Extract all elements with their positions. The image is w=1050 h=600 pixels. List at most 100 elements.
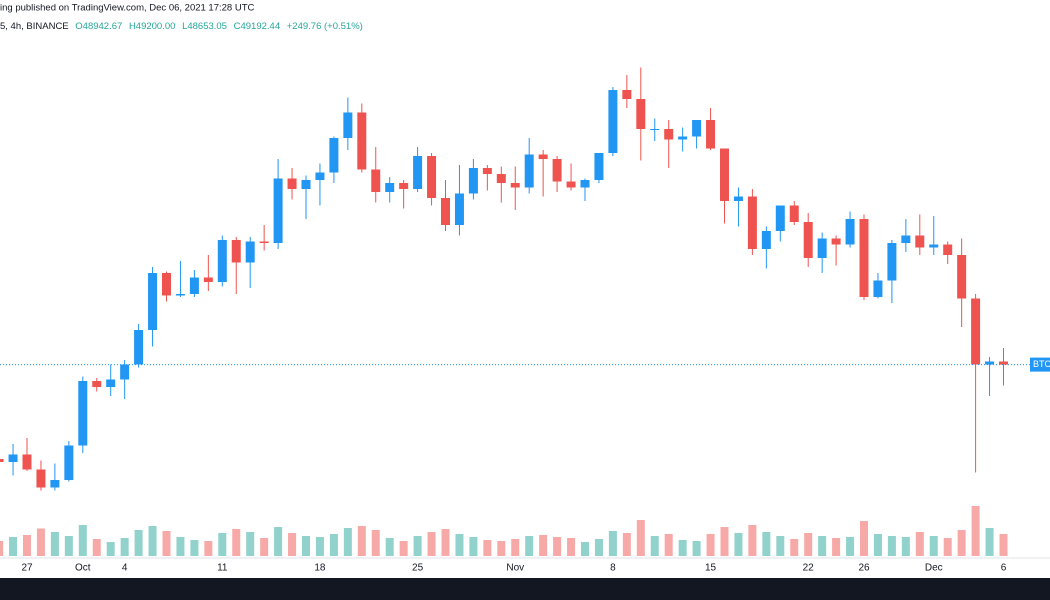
- x-tick-label: 25: [412, 563, 424, 574]
- x-tick-label: 27: [21, 563, 33, 574]
- volume-bar: [650, 536, 659, 556]
- volume-bar: [608, 531, 617, 556]
- volume-bar: [176, 537, 185, 556]
- volume-bar: [385, 538, 394, 556]
- candle-body: [78, 381, 88, 446]
- volume-bar: [957, 530, 966, 556]
- candle-body: [859, 219, 869, 297]
- volume-bar: [92, 539, 101, 556]
- volume-bar: [804, 533, 813, 556]
- x-tick-label: Dec: [925, 563, 943, 574]
- volume-bar: [887, 536, 896, 556]
- x-tick-label: 8: [610, 563, 616, 574]
- ohlc-high: H49200.00: [129, 21, 175, 32]
- volume-bar: [776, 536, 785, 556]
- candle-body: [482, 168, 492, 174]
- candle-body: [315, 172, 325, 180]
- volume-bar: [999, 534, 1008, 556]
- candle-body: [385, 183, 395, 192]
- candle-body: [287, 178, 297, 189]
- volume-bar: [873, 534, 882, 556]
- x-tick-label: 6: [1001, 563, 1007, 574]
- candle-body: [706, 120, 716, 149]
- candle-body: [873, 280, 883, 297]
- x-tick-label: 15: [705, 563, 717, 574]
- candle-body: [273, 178, 283, 243]
- volume-bar: [218, 533, 227, 556]
- candle-body: [427, 156, 437, 198]
- volume-bar: [483, 540, 492, 556]
- candle-body: [259, 241, 269, 243]
- candle-body: [0, 459, 4, 462]
- volume-bar: [929, 536, 938, 556]
- candle-body: [831, 238, 841, 245]
- volume-bar: [748, 525, 757, 556]
- volume-bar: [260, 538, 269, 556]
- candle-body: [231, 240, 241, 263]
- volume-bar: [357, 526, 366, 556]
- volume-bar: [818, 536, 827, 556]
- candle-body: [357, 112, 367, 170]
- candle-body: [399, 183, 409, 189]
- footer-bar: [0, 578, 1050, 600]
- candle-body: [580, 180, 590, 188]
- volume-bar: [525, 536, 534, 556]
- candle-body: [441, 198, 450, 225]
- volume-bar: [720, 527, 729, 556]
- volume-bar: [553, 537, 562, 556]
- volume-bar: [622, 533, 631, 556]
- volume-bar: [371, 530, 380, 556]
- volume-bar: [860, 521, 868, 556]
- candle-body: [8, 454, 18, 462]
- volume-bar: [315, 537, 324, 556]
- volume-bar: [469, 537, 478, 556]
- candle-body: [901, 235, 911, 243]
- volume-bar: [594, 539, 603, 556]
- candle-body: [552, 159, 562, 182]
- legend-line: 5, 4h, BINANCE O48942.67 H49200.00 L4865…: [0, 21, 363, 32]
- candle-body: [371, 169, 381, 192]
- candle-body: [747, 196, 757, 249]
- candle-body: [943, 244, 953, 255]
- volume-bar: [288, 533, 297, 556]
- x-tick-label: Nov: [506, 563, 524, 574]
- x-tick-label: Oct: [75, 563, 91, 574]
- volume-bar: [329, 534, 338, 556]
- volume-bar: [790, 539, 799, 556]
- volume-bar: [78, 525, 87, 556]
- x-tick-label: 11: [217, 563, 228, 574]
- x-tick-label: 18: [314, 563, 326, 574]
- volume-bar: [204, 541, 213, 556]
- candle-body: [510, 183, 520, 188]
- candle-body: [650, 129, 660, 130]
- volume-bar: [692, 541, 701, 556]
- volume-bar: [343, 528, 352, 556]
- volume-bar: [636, 520, 645, 556]
- published-note: ing published on TradingView.com, Dec 06…: [0, 3, 255, 14]
- x-tick-label: 4: [122, 563, 128, 574]
- volume-bar: [162, 531, 171, 556]
- volume-bar: [302, 536, 310, 556]
- candle-body: [106, 379, 116, 387]
- candle-body: [175, 294, 185, 296]
- ohlc-low: L48653.05: [182, 21, 227, 32]
- candle-body: [468, 168, 478, 194]
- symbol: 5, 4h, BINANCE: [0, 21, 69, 32]
- volume-bar: [539, 535, 548, 556]
- candle-body: [929, 244, 939, 248]
- candle-body: [720, 148, 729, 201]
- x-tick-label: 26: [858, 563, 870, 574]
- volume-bar: [846, 537, 855, 556]
- volume-bar: [971, 506, 980, 556]
- candle-body: [217, 240, 227, 282]
- volume-bar: [497, 541, 506, 556]
- candle-body: [64, 445, 74, 480]
- candle-body: [301, 180, 311, 189]
- volume-bar: [567, 538, 576, 556]
- volume-bar: [455, 534, 464, 556]
- candle-body: [50, 480, 60, 488]
- candle-body: [999, 361, 1008, 365]
- candle-body: [761, 231, 771, 249]
